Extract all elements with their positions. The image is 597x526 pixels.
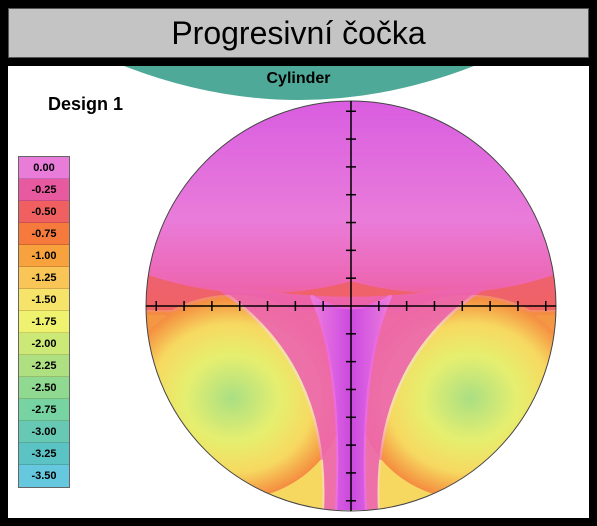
legend-row: -0.75 <box>19 223 69 245</box>
legend-row: -2.75 <box>19 399 69 421</box>
cylinder-map <box>128 86 574 516</box>
title-bar: Progresivní čočka <box>8 8 589 58</box>
legend-row: -0.50 <box>19 201 69 223</box>
legend-row: -3.25 <box>19 443 69 465</box>
legend-row: 0.00 <box>19 157 69 179</box>
legend: 0.00-0.25-0.50-0.75-1.00-1.25-1.50-1.75-… <box>18 156 70 488</box>
legend-row: -1.25 <box>19 267 69 289</box>
legend-row: -3.00 <box>19 421 69 443</box>
legend-row: -2.00 <box>19 333 69 355</box>
design-label: Design 1 <box>48 94 123 115</box>
legend-row: -2.25 <box>19 355 69 377</box>
legend-row: -2.50 <box>19 377 69 399</box>
page-title: Progresivní čočka <box>171 15 425 52</box>
legend-row: -3.50 <box>19 465 69 487</box>
chart-area: Cylinder Design 1 0.00-0.25-0.50-0.75-1.… <box>8 66 589 518</box>
legend-row: -1.50 <box>19 289 69 311</box>
legend-row: -1.00 <box>19 245 69 267</box>
legend-row: -0.25 <box>19 179 69 201</box>
legend-row: -1.75 <box>19 311 69 333</box>
